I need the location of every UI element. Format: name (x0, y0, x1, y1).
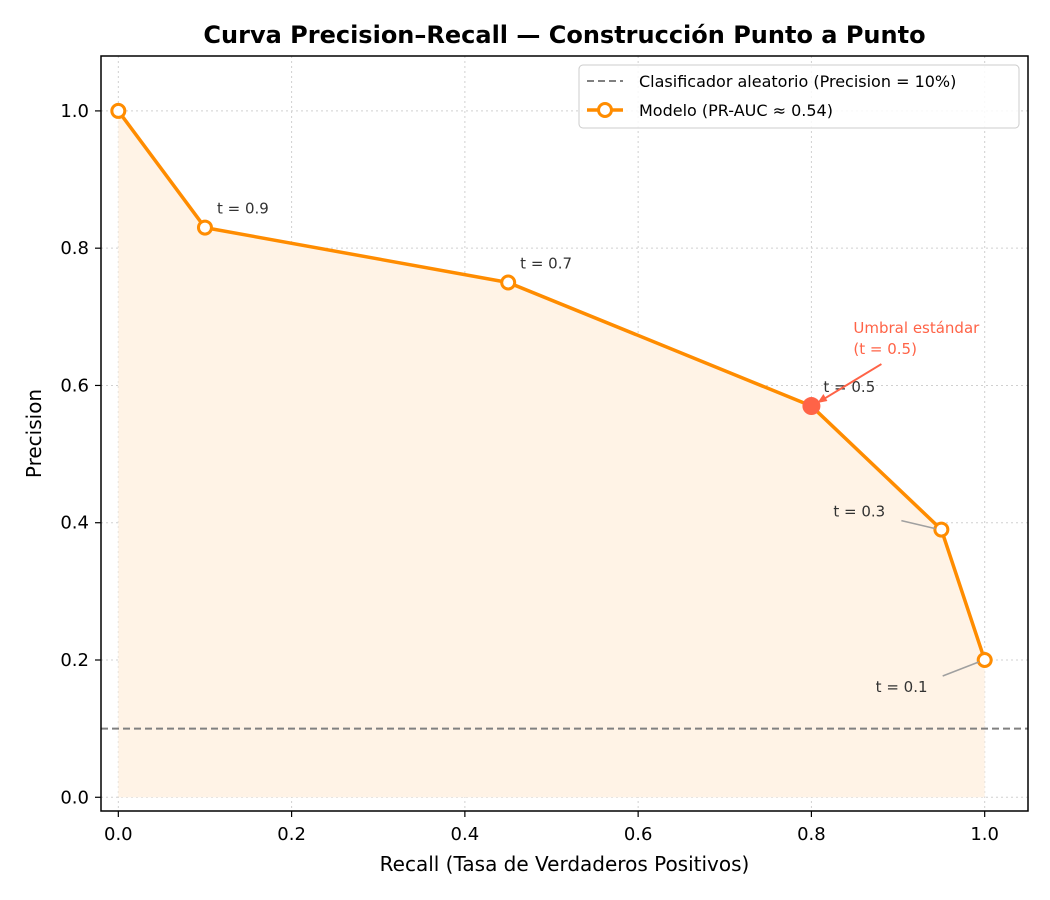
axes-frame (100, 55, 1029, 812)
legend-series-marker (597, 102, 613, 118)
series-line-layer (110, 102, 993, 668)
legend: Clasificador aleatorio (Precision = 10%)… (578, 64, 1020, 129)
chart-title: Curva Precision–Recall — Construcción Pu… (203, 21, 925, 49)
threshold-annotation: t = 0.3 (833, 503, 885, 521)
data-point (196, 219, 213, 236)
highlight-label: Umbral estándar (853, 319, 980, 337)
highlight-point (802, 397, 821, 416)
annotation-layer: t = 0.9t = 0.7t = 0.5t = 0.3t = 0.1Umbra… (217, 200, 980, 696)
x-axis-label: Recall (Tasa de Verdaderos Positivos) (380, 852, 750, 876)
highlight-arrow (819, 363, 882, 402)
area-under-curve (118, 110, 985, 798)
x-tick-label: 0.2 (277, 824, 306, 845)
threshold-annotation: t = 0.9 (217, 200, 269, 218)
y-tick-label: 0.2 (60, 650, 89, 671)
threshold-annotation: t = 0.1 (876, 678, 928, 696)
legend-series-label: Modelo (PR-AUC ≈ 0.54) (639, 101, 833, 120)
annotation-arrow (942, 661, 979, 677)
highlight-arrowhead (817, 394, 828, 404)
y-tick-label: 0.0 (60, 787, 89, 808)
y-tick-label: 1.0 (60, 101, 89, 122)
y-tick-label: 0.6 (60, 375, 89, 396)
data-point (976, 652, 993, 668)
x-tick-label: 0.4 (451, 824, 480, 845)
area-fill-layer (118, 110, 985, 798)
y-axis-label: Precision (22, 389, 46, 478)
highlight-label: (t = 0.5) (853, 340, 917, 358)
legend-box (578, 64, 1020, 129)
annotation-arrow (901, 519, 936, 530)
x-tick-label: 0.8 (797, 824, 826, 845)
threshold-annotation: t = 0.7 (520, 255, 572, 273)
data-point (500, 274, 517, 291)
plot-frame (100, 55, 1029, 812)
y-tick-label: 0.8 (60, 238, 89, 259)
data-point (110, 102, 127, 119)
x-tick-label: 0.6 (624, 824, 653, 845)
legend-baseline-label: Clasificador aleatorio (Precision = 10%) (639, 72, 956, 91)
x-tick-label: 0.0 (104, 824, 133, 845)
series-line (116, 109, 987, 661)
data-point (933, 521, 950, 538)
x-tick-label: 1.0 (970, 824, 999, 845)
tick-layer: 0.0 0.2 0.4 0.6 0.8 1.0 0.0 0.2 0.4 0.6 0.8 1.0 (60, 101, 999, 845)
y-tick-label: 0.4 (60, 513, 89, 534)
